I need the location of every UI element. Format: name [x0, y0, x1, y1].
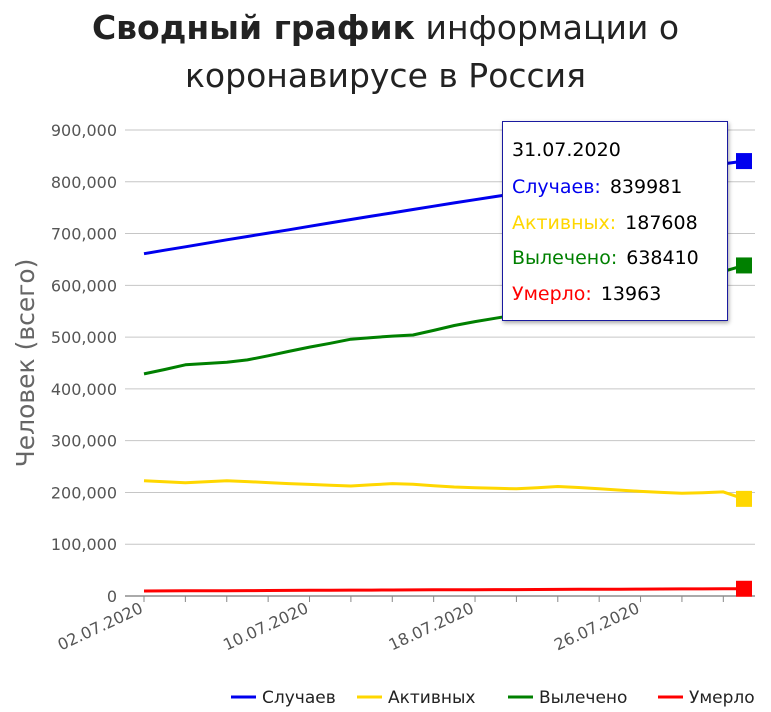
tooltip-value-cases: 839981: [609, 176, 683, 198]
y-tick-label: 400,000: [51, 380, 117, 399]
tooltip-value-deaths: 13963: [600, 283, 662, 305]
y-tick-label: 100,000: [51, 535, 117, 554]
tooltip-value-active: 187608: [625, 212, 698, 234]
y-tick-label: 900,000: [51, 121, 117, 140]
y-tick-label: 0: [107, 587, 117, 606]
series-end-marker-1: [736, 490, 752, 507]
y-tick-label: 600,000: [51, 276, 117, 295]
y-tick-label: 200,000: [51, 483, 117, 502]
tooltip-label-cases: Случаев:: [512, 176, 601, 198]
x-tick-label: 26.07.2020: [551, 598, 642, 654]
x-tick-label: 02.07.2020: [55, 598, 146, 654]
tooltip-label-deaths: Умерло:: [512, 283, 592, 305]
series-end-marker-3: [736, 580, 752, 597]
y-tick-label: 500,000: [51, 328, 117, 347]
tooltip-row-recovered: Вылечено: 638410: [512, 247, 699, 269]
y-tick-label: 800,000: [51, 173, 117, 192]
y-axis-title: Человек (всего): [11, 259, 40, 468]
legend-label-1: Активных: [388, 688, 475, 708]
tooltip-label-active: Активных:: [512, 212, 617, 234]
tooltip-label-recovered: Вылечено:: [512, 247, 618, 269]
chart-title-line2: коронавирусе в Россия: [185, 56, 586, 95]
series-line-3: [143, 587, 744, 593]
series-end-marker-0: [736, 153, 752, 170]
chart-tooltip: 31.07.2020 Случаев: 839981 Активных: 18760…: [502, 121, 728, 321]
y-tick-label: 300,000: [51, 432, 117, 451]
x-tick-label: 10.07.2020: [220, 598, 311, 654]
chart-title-bold: Сводный график: [91, 8, 416, 47]
x-tick-label: 18.07.2020: [386, 598, 477, 654]
tooltip-date: 31.07.2020: [512, 139, 621, 161]
legend-label-2: Вылечено: [539, 688, 627, 708]
legend-label-0: Случаев: [262, 688, 336, 708]
tooltip-row-deaths: Умерло: 13963: [512, 283, 661, 305]
tooltip-value-recovered: 638410: [626, 247, 699, 269]
tooltip-row-active: Активных: 187608: [512, 212, 698, 234]
series-line-1: [143, 479, 745, 501]
legend-label-3: Умерло: [689, 688, 755, 708]
y-tick-label: 700,000: [51, 225, 117, 244]
chart-title-rest: информации о: [425, 8, 680, 47]
tooltip-row-cases: Случаев: 839981: [512, 176, 682, 198]
chart-title: Сводный график информации о коронавирусе…: [0, 4, 771, 100]
series-end-marker-2: [736, 257, 752, 274]
